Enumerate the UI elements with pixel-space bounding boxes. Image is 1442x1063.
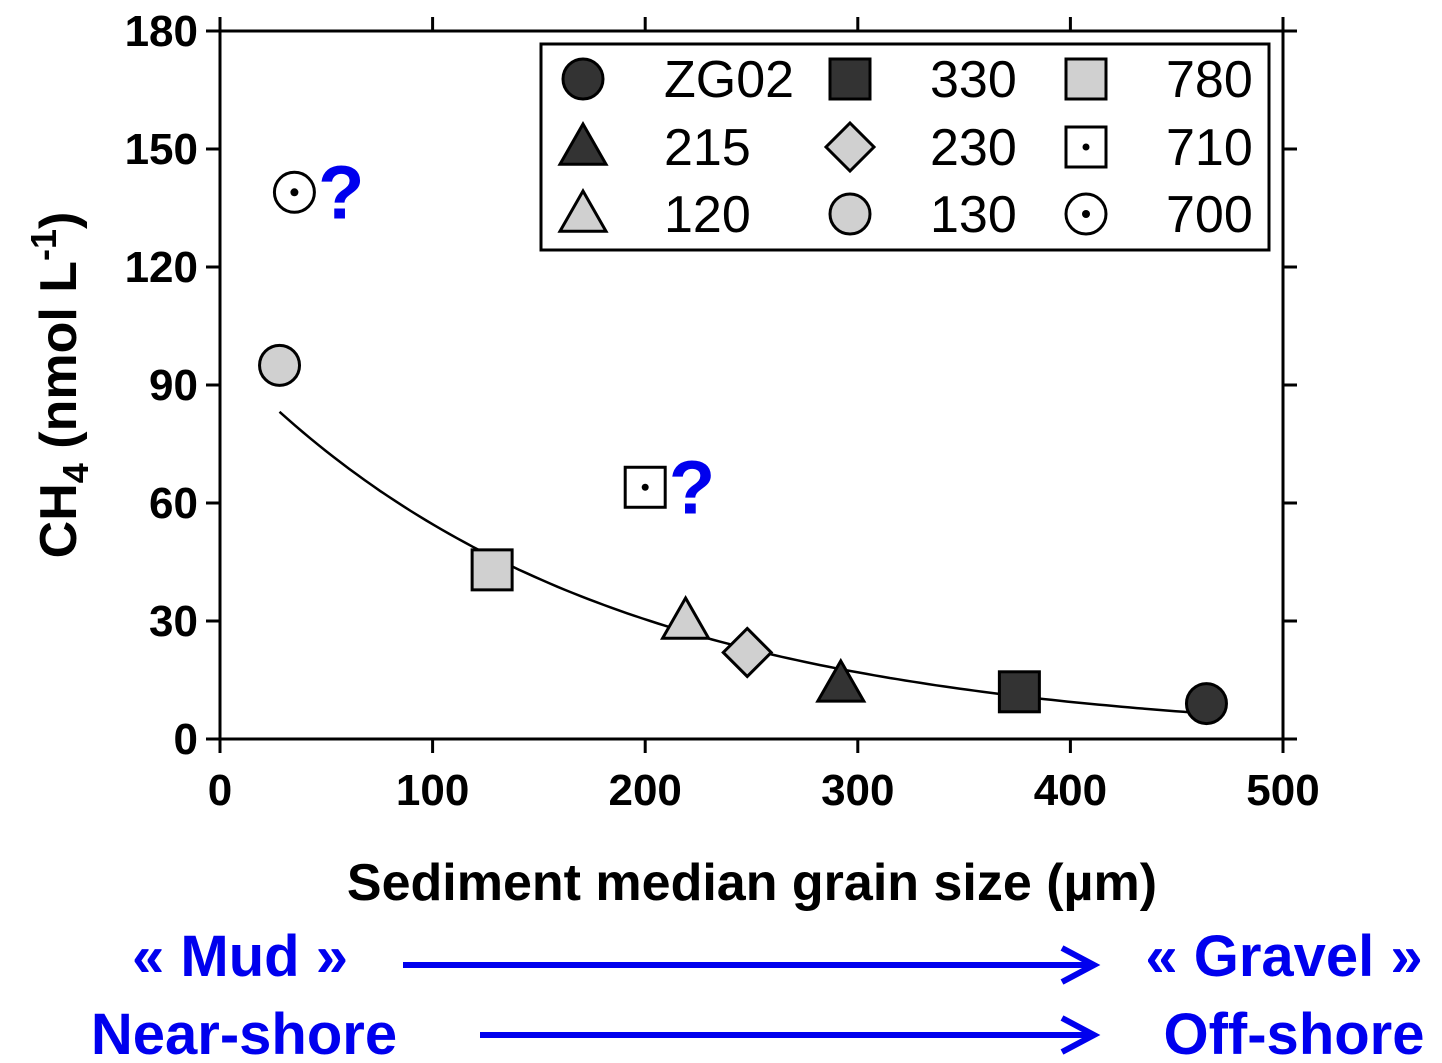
legend-marker <box>823 120 877 174</box>
data-point-ZG02 <box>1184 682 1228 726</box>
x-axis-title: Sediment median grain size (µm) <box>347 854 1157 912</box>
y-axis-title-sub: 4 <box>55 463 96 483</box>
legend-label: ZG02 <box>664 51 794 109</box>
y-axis-title-sup: -1 <box>23 229 64 261</box>
annotations: ?? <box>318 150 715 530</box>
legend-entry-230: 230 <box>823 119 1017 177</box>
data-markers <box>258 170 1228 726</box>
y-tick-label: 30 <box>149 597 198 646</box>
offshore-label: Off-shore <box>1164 1002 1425 1063</box>
y-axis-title-main: CH <box>30 483 88 558</box>
question-mark-annotation: ? <box>318 150 364 235</box>
x-tick-label: 400 <box>1034 766 1107 815</box>
legend-marker <box>1064 57 1108 101</box>
y-tick-label: 180 <box>125 7 198 56</box>
data-point-215 <box>815 657 867 703</box>
data-point-710 <box>623 465 667 509</box>
legend-marker <box>557 187 609 233</box>
legend-entry-120: 120 <box>557 186 751 244</box>
x-tick-label: 200 <box>608 766 681 815</box>
legend-box <box>539 42 1271 252</box>
legend-label: 230 <box>930 119 1017 177</box>
y-axis-title: CH4 (nmol L-1) <box>23 212 96 559</box>
mud-label: « Mud » <box>132 924 348 989</box>
legend-marker <box>1064 192 1108 236</box>
nearshore-to-offshore-arrow <box>480 1015 1101 1055</box>
y-tick-label: 120 <box>125 243 198 292</box>
legend-label: 120 <box>664 186 751 244</box>
data-point-700 <box>272 170 316 214</box>
legend-label: 700 <box>1166 186 1253 244</box>
x-tick-label: 500 <box>1246 766 1319 815</box>
y-tick-label: 150 <box>125 125 198 174</box>
legend: ZG02 330 780 215 230 710 120 130 700 <box>557 51 1253 244</box>
legend-marker <box>561 57 605 101</box>
x-tick-label: 300 <box>821 766 894 815</box>
legend-entry-780: 780 <box>1064 51 1253 109</box>
data-point-120 <box>660 594 712 640</box>
legend-entry-330: 330 <box>828 51 1017 109</box>
nearshore-label: Near-shore <box>91 1002 397 1063</box>
y-tick-label: 0 <box>174 715 198 764</box>
legend-entry-215: 215 <box>557 119 751 177</box>
y-axis-title-end: ) <box>30 212 88 229</box>
axis-tick-labels: 0 100 200 300 400 500 0 30 60 90 120 150 180 <box>125 7 1320 815</box>
legend-marker <box>828 57 872 101</box>
data-point-230 <box>721 626 774 679</box>
y-tick-label: 90 <box>149 361 198 410</box>
y-axis-title-unit: (nmol L <box>30 261 88 463</box>
legend-label: 215 <box>664 119 751 177</box>
x-tick-label: 0 <box>208 766 232 815</box>
legend-marker <box>557 120 609 166</box>
legend-marker <box>828 192 872 236</box>
legend-entry-130: 130 <box>828 186 1017 244</box>
legend-label: 710 <box>1166 119 1253 177</box>
x-tick-label: 100 <box>396 766 469 815</box>
data-point-130 <box>258 343 302 387</box>
data-point-780 <box>470 548 514 592</box>
legend-label: 130 <box>930 186 1017 244</box>
legend-entry-710: 710 <box>1064 119 1253 177</box>
legend-label: 780 <box>1166 51 1253 109</box>
question-mark-annotation: ? <box>669 445 715 530</box>
legend-marker <box>1064 125 1108 169</box>
y-tick-label: 60 <box>149 479 198 528</box>
mud-to-gravel-arrow <box>403 945 1101 985</box>
legend-entry-ZG02: ZG02 <box>561 51 794 109</box>
data-point-330 <box>997 670 1041 714</box>
legend-label: 330 <box>930 51 1017 109</box>
axis-ticks <box>206 17 1297 753</box>
gravel-label: « Gravel » <box>1145 924 1422 989</box>
legend-entry-700: 700 <box>1064 186 1253 244</box>
